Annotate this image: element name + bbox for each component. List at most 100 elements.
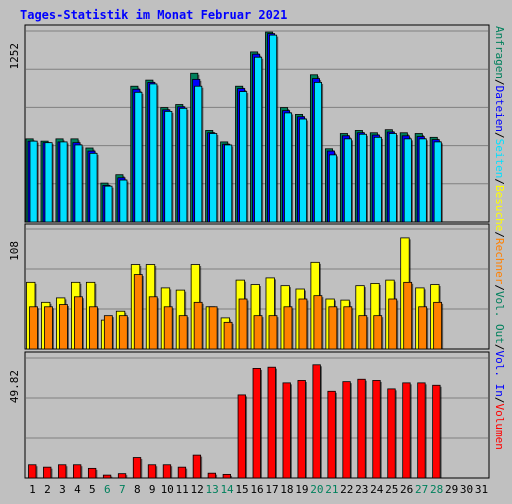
bar-volumen-day-9 — [147, 464, 157, 479]
bar-volumen-day-21 — [327, 390, 336, 479]
legend-item-volumen: Volumen — [493, 404, 506, 450]
bar-seiten-day-19 — [299, 118, 308, 223]
bar-volumen-day-7 — [117, 473, 127, 479]
x-tick-label-day-3: 3 — [59, 483, 66, 496]
bar-rechner-day-19 — [298, 298, 308, 350]
bar-rechner-day-12 — [193, 301, 203, 350]
bar-volumen-day-23 — [357, 378, 366, 479]
bar-volumen-day-27 — [417, 382, 426, 479]
bar-rechner-day-5 — [88, 306, 98, 350]
bar-rechner-day-26 — [403, 281, 413, 350]
bar-seiten-day-5 — [89, 152, 98, 223]
bar-rechner-day-7 — [118, 315, 128, 350]
bar-seiten-day-15 — [239, 91, 248, 223]
bar-volumen-day-25 — [387, 388, 396, 479]
x-tick-label-day-1: 1 — [29, 483, 36, 496]
bar-rechner-day-17 — [268, 315, 278, 350]
bar-volumen-day-24 — [372, 380, 381, 479]
bar-seiten-day-3 — [59, 141, 68, 223]
bar-seiten-day-17 — [269, 34, 278, 223]
bar-rechner-day-23 — [358, 315, 368, 350]
x-tick-label-day-22: 22 — [340, 483, 353, 496]
bar-rechner-day-25 — [388, 298, 398, 350]
x-tick-label-day-27: 27 — [415, 483, 428, 496]
bar-rechner-day-18 — [283, 306, 293, 350]
legend-separator: / — [493, 178, 506, 185]
bar-volumen-day-22 — [342, 381, 351, 479]
x-tick-label-day-30: 30 — [460, 483, 473, 496]
bar-rechner-day-20 — [313, 295, 323, 350]
bar-volumen-day-18 — [282, 382, 291, 479]
bar-rechner-day-8 — [133, 274, 143, 350]
legend-item-anfragen: Anfragen — [493, 26, 506, 79]
bar-volumen-day-19 — [297, 380, 306, 479]
bar-seiten-day-24 — [373, 136, 382, 223]
bar-volumen-day-13 — [207, 472, 217, 479]
x-tick-label-day-5: 5 — [89, 483, 96, 496]
x-tick-label-day-24: 24 — [370, 483, 384, 496]
bar-seiten-day-18 — [284, 112, 293, 223]
legend-separator: / — [493, 231, 506, 238]
x-tick-label-day-23: 23 — [355, 483, 368, 496]
x-tick-label-day-14: 14 — [220, 483, 234, 496]
x-tick-label-day-10: 10 — [161, 483, 174, 496]
x-tick-label-day-15: 15 — [235, 483, 248, 496]
legend-text: Anfragen/Dateien/Seiten/Besuche/Rechner/… — [493, 26, 506, 450]
x-tick-label-day-31: 31 — [475, 483, 488, 496]
bar-seiten-day-26 — [403, 138, 412, 223]
x-tick-label-day-28: 28 — [430, 483, 443, 496]
legend-separator: / — [493, 397, 506, 404]
legend-separator: / — [493, 344, 506, 351]
legend-item-dateien: Dateien — [493, 86, 506, 132]
x-tick-label-day-11: 11 — [176, 483, 189, 496]
panel-hits — [24, 24, 490, 223]
bar-rechner-day-16 — [253, 315, 263, 350]
hits-max-label: 1252 — [8, 43, 21, 70]
bar-seiten-day-4 — [74, 144, 83, 223]
legend-separator: / — [493, 284, 506, 291]
bar-volumen-day-26 — [402, 382, 411, 479]
bar-volumen-day-4 — [73, 464, 82, 479]
x-tick-label-day-9: 9 — [149, 483, 156, 496]
bar-rechner-day-11 — [178, 315, 188, 350]
bar-volumen-day-16 — [252, 368, 261, 479]
bar-seiten-day-13 — [209, 133, 218, 223]
legend: Anfragen/Dateien/Seiten/Besuche/Rechner/… — [493, 26, 506, 450]
bar-rechner-day-22 — [343, 306, 353, 350]
x-tick-label-day-18: 18 — [280, 483, 293, 496]
x-tick-label-day-12: 12 — [191, 483, 204, 496]
bar-volumen-day-10 — [162, 464, 172, 479]
bar-rechner-day-3 — [59, 304, 68, 350]
panel-volume — [24, 351, 490, 479]
chart-title: Tages-Statistik im Monat Februar 2021 — [20, 8, 287, 22]
bar-rechner-day-6 — [103, 315, 113, 350]
legend-item-rechner: Rechner — [493, 238, 506, 285]
x-tick-label-day-21: 21 — [325, 483, 338, 496]
visits-max-label: 108 — [8, 241, 21, 261]
bar-rechner-day-10 — [163, 306, 173, 350]
x-tick-label-day-6: 6 — [104, 483, 111, 496]
bar-seiten-day-22 — [343, 138, 352, 223]
x-tick-label-day-20: 20 — [310, 483, 323, 496]
bar-seiten-day-16 — [254, 56, 263, 223]
x-tick-label-day-7: 7 — [119, 483, 126, 496]
bar-volumen-day-5 — [87, 467, 97, 479]
bar-volumen-day-3 — [58, 464, 67, 479]
x-tick-label-day-17: 17 — [265, 483, 278, 496]
bar-seiten-day-10 — [164, 110, 173, 223]
bar-seiten-day-12 — [194, 85, 203, 223]
bar-rechner-day-2 — [44, 306, 53, 350]
bar-seiten-day-7 — [119, 179, 128, 223]
bar-rechner-day-15 — [238, 298, 248, 350]
bar-seiten-day-21 — [328, 154, 337, 223]
x-tick-label-day-4: 4 — [74, 483, 81, 496]
legend-item-vol-out: Vol. Out — [493, 291, 506, 344]
x-tick-label-day-29: 29 — [445, 483, 458, 496]
bar-volumen-day-11 — [177, 466, 187, 479]
bar-volumen-day-15 — [237, 394, 246, 479]
bar-volumen-day-12 — [192, 454, 202, 479]
x-tick-label-day-25: 25 — [385, 483, 398, 496]
bar-rechner-day-21 — [328, 306, 338, 350]
bar-seiten-day-20 — [313, 82, 322, 223]
